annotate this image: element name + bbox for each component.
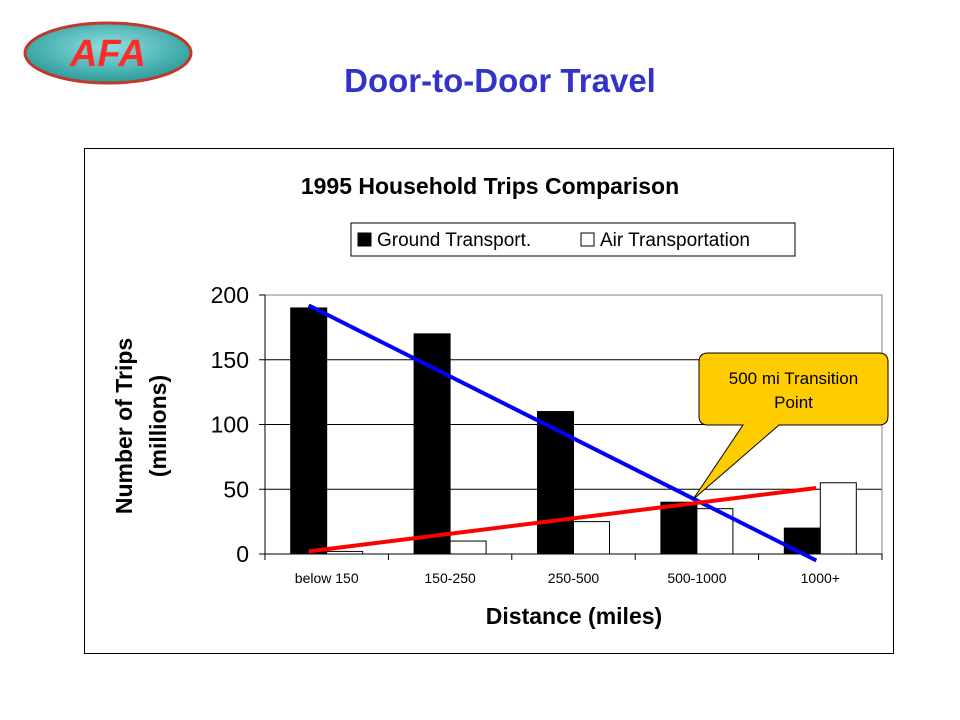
y-tick-label: 50: [223, 476, 249, 502]
callout-text-line1: 500 mi Transition: [729, 369, 858, 388]
legend: Ground Transport. Air Transportation: [350, 222, 796, 257]
y-tick-label: 100: [211, 412, 249, 438]
chart-title: 1995 Household Trips Comparison: [301, 173, 679, 199]
x-tick-label: 1000+: [801, 570, 840, 586]
legend-swatch-ground: [357, 232, 372, 247]
callout-bubble: [692, 352, 889, 500]
legend-label-ground: Ground Transport.: [377, 230, 531, 251]
callout-text-line2: Point: [774, 393, 813, 412]
trips-chart: 1995 Household Trips Comparison Ground T…: [111, 173, 889, 629]
y-tick-label: 0: [236, 541, 249, 567]
afa-logo: AFA: [23, 21, 193, 85]
logo-text: AFA: [69, 33, 146, 75]
air-bar-below-150: [326, 550, 364, 555]
legend-swatch-air: [580, 232, 595, 247]
legend-label-air: Air Transportation: [600, 230, 750, 251]
ground-bar-1000+: [783, 527, 821, 555]
air-bar-1000+: [819, 482, 857, 555]
x-tick-label: 500-1000: [667, 570, 726, 586]
ground-trendline: [307, 303, 818, 563]
transition-callout: 500 mi Transition Point: [692, 352, 889, 500]
y-axis-label: Number of Trips: [111, 338, 137, 514]
slide-title: Door-to-Door Travel: [344, 62, 656, 99]
legend-box: [350, 222, 796, 257]
ground-bar-500-1000: [660, 501, 698, 555]
air-trendline: [308, 485, 817, 554]
y-axis-unit: (millions): [145, 375, 171, 477]
x-axis-title: Distance (miles): [486, 603, 662, 629]
chart-frame: 1995 Household Trips Comparison Ground T…: [84, 148, 894, 654]
x-tick-label: 150-250: [424, 570, 476, 586]
y-tick-label: 200: [211, 282, 249, 308]
ground-bar-below-150: [290, 307, 328, 555]
y-tick-labels: 0 50 100 150 200: [211, 282, 265, 567]
y-axis-title: Number of Trips (millions): [111, 338, 171, 514]
x-tick-label: 250-500: [548, 570, 600, 586]
logo-ellipse: [23, 21, 193, 85]
ground-bar-250-500: [537, 411, 574, 555]
air-bar-150-250: [449, 540, 487, 555]
air-bar-250-500: [573, 521, 610, 555]
trendlines: [307, 303, 818, 563]
ground-bar-150-250: [413, 333, 451, 555]
y-tick-label: 150: [211, 347, 249, 373]
x-tick-label: below 150: [295, 570, 359, 586]
x-tick-labels: below 150 150-250 250-500 500-1000 1000+: [264, 554, 883, 586]
